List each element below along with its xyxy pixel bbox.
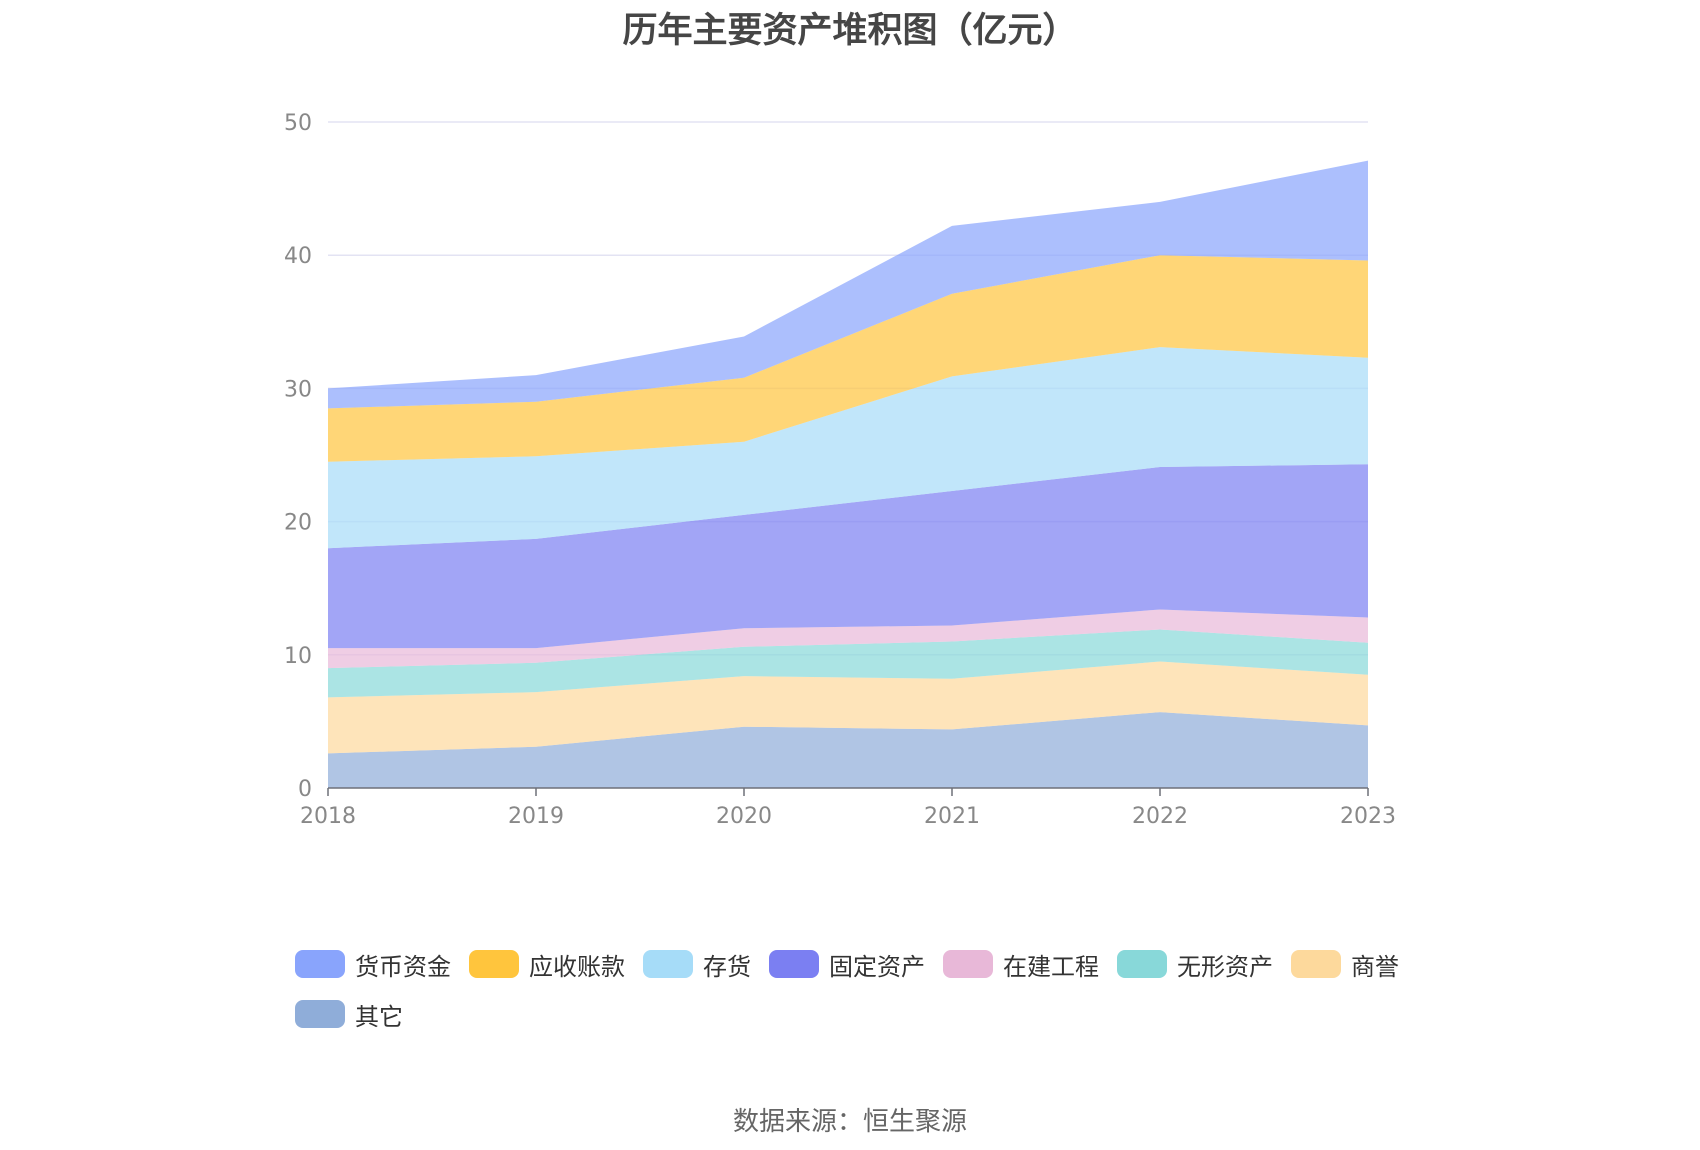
x-tick-label: 2018: [300, 804, 356, 829]
y-tick-label: 50: [284, 111, 312, 136]
legend-item[interactable]: 其它: [295, 998, 403, 1031]
axis-layer: 0 10 20 30 40 50 2018 2019 2020 2021 2022 2023: [284, 111, 1396, 829]
legend-swatch: [469, 950, 519, 978]
legend-label: 其它: [355, 1002, 403, 1031]
legend-swatch: [1291, 950, 1341, 978]
data-point[interactable]: [1158, 200, 1162, 204]
area-series-0[interactable]: [328, 712, 1368, 788]
legend-label: 无形资产: [1177, 952, 1273, 981]
legend-label: 在建工程: [1003, 952, 1099, 981]
legend-swatch: [769, 950, 819, 978]
chart-title: 历年主要资产堆积图（亿元）: [622, 11, 1078, 51]
area-series-3[interactable]: [328, 609, 1368, 669]
data-point[interactable]: [1366, 159, 1370, 163]
data-source-note: 数据来源：恒生聚源: [732, 1107, 967, 1137]
legend-label: 货币资金: [355, 952, 451, 981]
y-tick-label: 20: [284, 511, 312, 536]
data-point[interactable]: [950, 224, 954, 228]
y-tick-label: 40: [284, 244, 312, 269]
legend-swatch: [943, 950, 993, 978]
legend-item[interactable]: 货币资金: [295, 948, 451, 981]
legend-swatch: [643, 950, 693, 978]
area-series-4[interactable]: [328, 464, 1368, 649]
area-series-2[interactable]: [328, 629, 1368, 698]
legend-swatch: [295, 1000, 345, 1028]
legend-label: 固定资产: [829, 952, 925, 981]
x-tick-label: 2020: [716, 804, 772, 829]
legend-item[interactable]: 应收账款: [469, 948, 625, 981]
x-tick-label: 2022: [1132, 804, 1188, 829]
data-point[interactable]: [742, 334, 746, 338]
data-point[interactable]: [534, 373, 538, 377]
area-series-5[interactable]: [328, 347, 1368, 549]
x-tick-label: 2023: [1340, 804, 1396, 829]
area-layer: [326, 159, 1370, 788]
legend-item[interactable]: 在建工程: [943, 948, 1099, 981]
legend-item[interactable]: 固定资产: [769, 948, 925, 981]
legend-label: 商誉: [1351, 952, 1399, 981]
area-series-1[interactable]: [328, 661, 1368, 754]
legend-label: 存货: [703, 952, 751, 981]
y-tick-label: 10: [284, 644, 312, 669]
area-series-7[interactable]: [328, 160, 1368, 409]
legend-label: 应收账款: [529, 952, 625, 981]
area-series-6[interactable]: [328, 255, 1368, 462]
legend-swatch: [295, 950, 345, 978]
y-tick-label: 30: [284, 377, 312, 402]
y-tick-label: 0: [298, 777, 312, 802]
x-tick-label: 2021: [924, 804, 980, 829]
legend: 货币资金 应收账款 存货 固定资产 在建工程 无形资产 商誉其它: [295, 948, 1435, 1031]
legend-swatch: [1117, 950, 1167, 978]
legend-item[interactable]: 商誉: [1291, 948, 1399, 981]
legend-item[interactable]: 无形资产: [1117, 948, 1273, 981]
legend-item[interactable]: 存货: [643, 948, 751, 981]
data-point[interactable]: [326, 386, 330, 390]
x-tick-label: 2019: [508, 804, 564, 829]
